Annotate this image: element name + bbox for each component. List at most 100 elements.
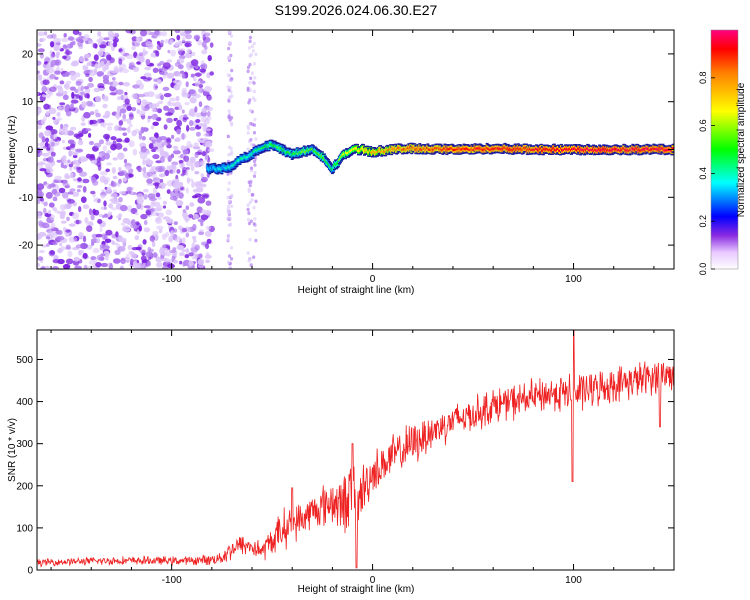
- noise-blob: [248, 200, 252, 205]
- noise-blob: [136, 202, 142, 210]
- noise-blob: [227, 30, 231, 35]
- noise-blob: [248, 39, 252, 44]
- noise-blob: [62, 55, 67, 60]
- noise-blob: [248, 237, 252, 242]
- noise-blob: [192, 188, 199, 193]
- noise-blob: [226, 187, 231, 192]
- noise-blob: [45, 137, 50, 143]
- noise-blob: [162, 86, 170, 91]
- noise-blob: [106, 186, 112, 192]
- noise-blob: [122, 68, 130, 74]
- noise-blob: [206, 116, 212, 120]
- noise-blob: [172, 150, 181, 155]
- noise-blob: [159, 178, 164, 184]
- noise-blob: [246, 207, 250, 212]
- noise-blob: [104, 255, 109, 261]
- noise-blob: [166, 144, 172, 149]
- noise-blob: [51, 266, 60, 269]
- noise-blob: [178, 58, 185, 64]
- noise-blob: [105, 168, 110, 173]
- noise-blob: [46, 243, 50, 247]
- noise-blob: [252, 62, 257, 66]
- spectrogram-ridge-layer: [206, 139, 674, 175]
- noise-blob: [252, 41, 256, 46]
- noise-blob: [45, 125, 54, 131]
- noise-blob: [103, 200, 107, 207]
- noise-blob: [72, 191, 80, 197]
- noise-blob: [159, 146, 164, 152]
- noise-blob: [85, 73, 90, 77]
- noise-blob: [132, 66, 140, 73]
- noise-blob: [165, 209, 173, 216]
- noise-blob: [102, 121, 107, 128]
- noise-blob: [178, 192, 184, 199]
- noise-blob: [106, 81, 114, 85]
- noise-blob: [253, 170, 257, 175]
- noise-blob: [248, 257, 252, 261]
- noise-blob: [82, 186, 87, 193]
- noise-blob: [93, 54, 99, 61]
- noise-blob: [142, 166, 147, 173]
- noise-blob: [204, 140, 213, 148]
- noise-blob: [118, 178, 122, 184]
- noise-blob: [119, 204, 128, 212]
- noise-blob: [186, 177, 191, 184]
- noise-blob: [177, 64, 184, 70]
- noise-blob: [71, 147, 76, 151]
- noise-blob: [88, 133, 92, 138]
- noise-blob: [141, 136, 146, 141]
- noise-blob: [204, 210, 212, 216]
- noise-blob: [131, 93, 138, 99]
- x-tick-label: 0: [370, 274, 376, 285]
- colorbar-tick-label: 0.4: [698, 167, 708, 180]
- noise-blob: [152, 231, 159, 236]
- noise-blob: [201, 49, 208, 55]
- noise-blob: [226, 134, 230, 139]
- noise-blob: [136, 99, 141, 104]
- noise-blob: [125, 253, 130, 260]
- noise-blob: [82, 66, 89, 71]
- noise-blob: [81, 157, 88, 162]
- noise-blob: [103, 37, 110, 41]
- noise-blob: [76, 166, 81, 170]
- noise-blob: [172, 169, 176, 174]
- noise-blob: [155, 192, 161, 198]
- noise-blob: [185, 34, 192, 40]
- noise-blob: [105, 122, 114, 126]
- noise-blob: [77, 177, 82, 182]
- noise-blob: [156, 204, 163, 211]
- noise-blob: [41, 85, 48, 93]
- noise-blob: [163, 205, 166, 209]
- noise-blob: [91, 176, 97, 183]
- noise-blob: [100, 206, 105, 211]
- noise-blob: [209, 42, 214, 48]
- noise-blob: [43, 202, 48, 207]
- noise-blob: [246, 131, 250, 135]
- snr-axes: -100 0 100 0 100 200 300 400 500: [16, 330, 674, 586]
- noise-blob: [64, 229, 71, 233]
- noise-blob: [191, 235, 197, 240]
- noise-blob: [82, 235, 87, 243]
- noise-blob: [135, 211, 139, 216]
- noise-blob: [71, 212, 80, 220]
- noise-blob: [254, 52, 258, 57]
- noise-blob: [177, 40, 183, 46]
- noise-blob: [142, 159, 146, 166]
- noise-blob: [167, 100, 172, 106]
- noise-blob: [157, 142, 162, 147]
- figure-title: S199.2026.024.06.30.E27: [275, 2, 438, 18]
- noise-blob: [181, 228, 188, 233]
- noise-blob: [248, 35, 252, 40]
- noise-blob: [160, 252, 167, 256]
- noise-blob: [162, 265, 169, 269]
- noise-blob: [151, 240, 156, 247]
- noise-blob: [165, 231, 170, 238]
- noise-blob: [103, 206, 107, 210]
- noise-blob: [253, 217, 257, 221]
- noise-blob: [194, 244, 200, 251]
- noise-blob: [253, 117, 257, 122]
- snr-frame: [36, 329, 675, 571]
- noise-blob: [70, 126, 77, 131]
- noise-blob: [52, 207, 58, 212]
- noise-blob: [252, 222, 256, 226]
